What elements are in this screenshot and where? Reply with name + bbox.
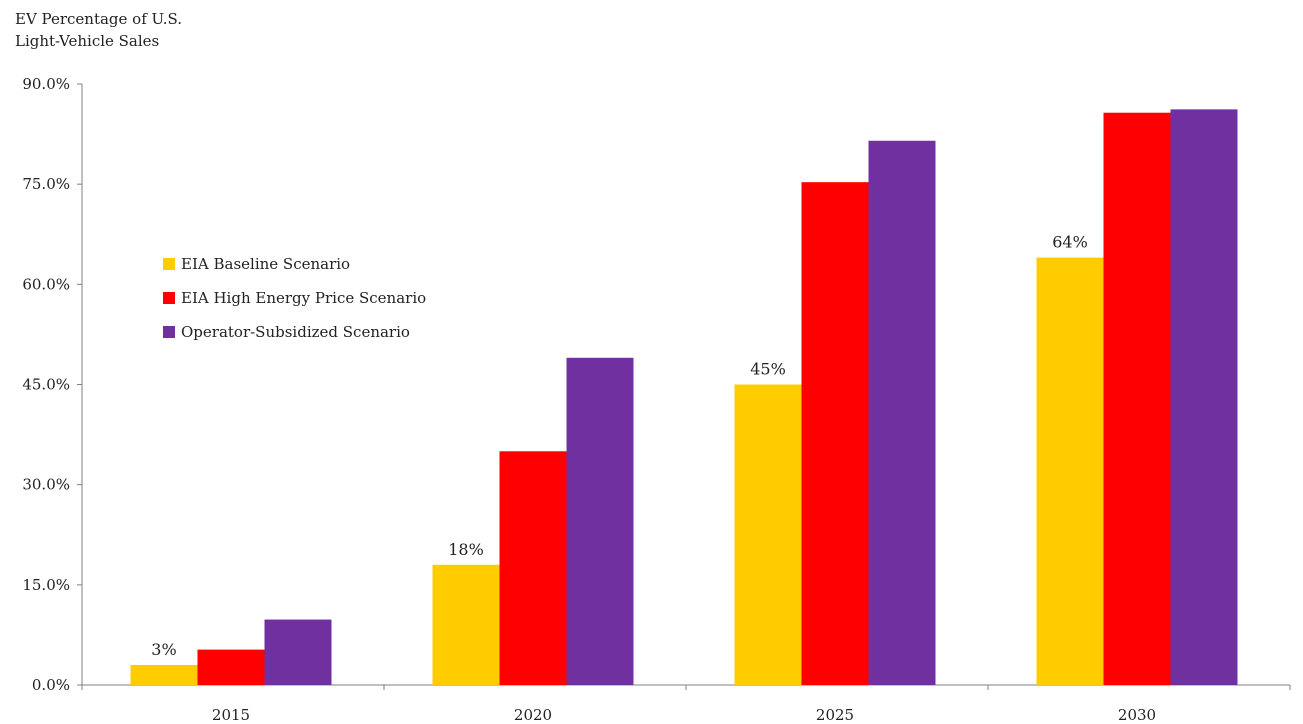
legend: EIA Baseline Scenario EIA High Energy Pr… — [163, 247, 426, 349]
bar-eia-high-energy-price-scenario-2015 — [197, 649, 265, 685]
y-tick-label: 60.0% — [22, 275, 70, 293]
y-tick-label: 30.0% — [22, 476, 70, 494]
x-tick-label: 2030 — [1118, 706, 1156, 724]
bar-eia-baseline-scenario-2020 — [432, 564, 500, 685]
data-label: 64% — [1052, 233, 1088, 252]
y-tick-label: 90.0% — [22, 75, 70, 93]
x-tick-label: 2015 — [212, 706, 250, 724]
bar-eia-baseline-scenario-2015 — [130, 664, 198, 685]
legend-label-baseline: EIA Baseline Scenario — [181, 255, 351, 273]
bar-eia-high-energy-price-scenario-2025 — [801, 182, 869, 685]
y-tick-label: 75.0% — [22, 175, 70, 193]
x-tick-label: 2025 — [816, 706, 854, 724]
bar-operator-subsidized-scenario-2025 — [868, 140, 936, 685]
data-labels: 3% 18% 45% 64% — [151, 233, 1087, 659]
x-tick-label: 2020 — [514, 706, 552, 724]
legend-item-high-energy: EIA High Energy Price Scenario — [163, 281, 426, 315]
legend-item-operator-subsidized: Operator-Subsidized Scenario — [163, 315, 426, 349]
bar-eia-high-energy-price-scenario-2020 — [499, 451, 567, 685]
y-axis-title: EV Percentage of U.S. Light-Vehicle Sale… — [15, 10, 183, 50]
bar-operator-subsidized-scenario-2030 — [1170, 109, 1238, 686]
bar-eia-high-energy-price-scenario-2030 — [1103, 112, 1171, 685]
bars — [130, 109, 1238, 686]
legend-item-baseline: EIA Baseline Scenario — [163, 247, 426, 281]
y-tick-label: 45.0% — [22, 376, 70, 394]
legend-swatch-high-energy — [163, 292, 175, 304]
legend-label-high-energy: EIA High Energy Price Scenario — [181, 289, 427, 307]
legend-label-operator-subsidized: Operator-Subsidized Scenario — [181, 323, 410, 341]
bar-operator-subsidized-scenario-2020 — [566, 357, 634, 685]
y-tick-label: 15.0% — [22, 576, 70, 594]
legend-swatch-operator-subsidized — [163, 326, 175, 338]
bar-eia-baseline-scenario-2025 — [734, 384, 802, 685]
y-tick-label: 0.0% — [32, 676, 70, 694]
bar-operator-subsidized-scenario-2015 — [264, 619, 332, 685]
legend-swatch-baseline — [163, 258, 175, 270]
data-label: 45% — [750, 360, 786, 379]
data-label: 18% — [448, 540, 484, 559]
data-label: 3% — [151, 640, 176, 659]
bar-eia-baseline-scenario-2030 — [1036, 257, 1104, 685]
